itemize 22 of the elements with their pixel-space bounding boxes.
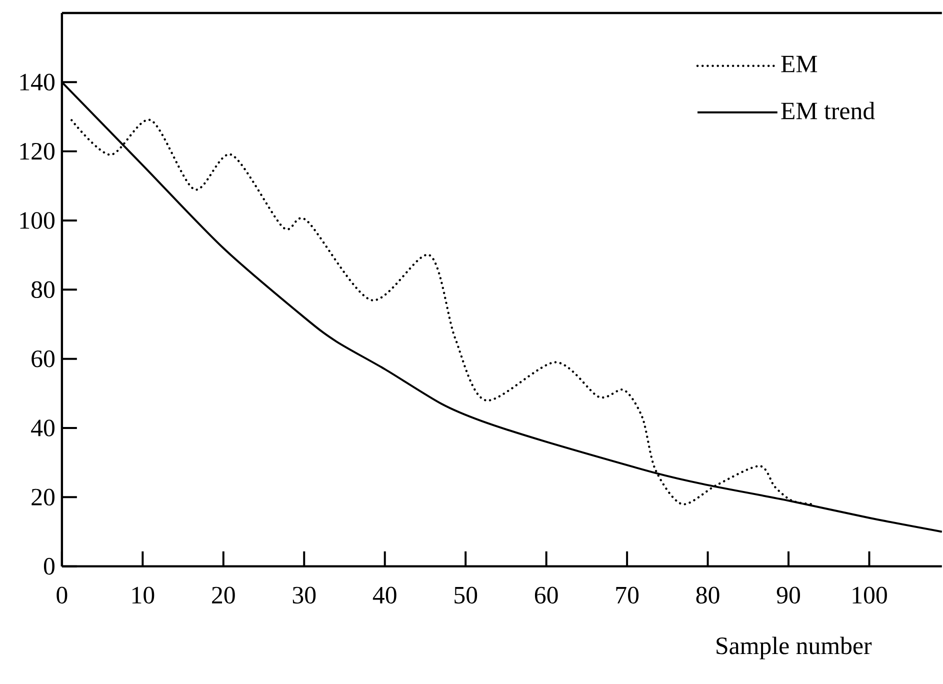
y-tick-label: 140 bbox=[20, 74, 54, 90]
x-tick-label: 10 bbox=[132, 586, 154, 604]
x-tick-label: 70 bbox=[616, 586, 639, 604]
x-tick-label: 80 bbox=[696, 586, 720, 604]
y-tick-label: 120 bbox=[20, 142, 54, 160]
y-tick-label: 60 bbox=[32, 350, 54, 368]
y-tick-label: 0 bbox=[44, 558, 54, 575]
x-axis-title: Sample number bbox=[716, 636, 872, 660]
x-tick-label: 100 bbox=[852, 586, 887, 604]
x-tick-label: 0 bbox=[56, 586, 68, 604]
x-tick-label: 30 bbox=[292, 586, 316, 604]
x-tick-label: 40 bbox=[372, 586, 396, 604]
y-tick-label: 80 bbox=[32, 281, 54, 298]
y-tick-label: 100 bbox=[20, 212, 54, 229]
x-tick-label: 20 bbox=[212, 586, 235, 604]
x-tick-label: 50 bbox=[454, 586, 478, 604]
y-tick-label: 40 bbox=[31, 420, 54, 436]
y-tick-label: 20 bbox=[32, 488, 54, 506]
legend-label: EM trend bbox=[781, 102, 875, 120]
x-tick-label: 60 bbox=[534, 586, 558, 604]
x-tick-label: 90 bbox=[776, 586, 800, 604]
legend-label: EM bbox=[781, 56, 818, 72]
